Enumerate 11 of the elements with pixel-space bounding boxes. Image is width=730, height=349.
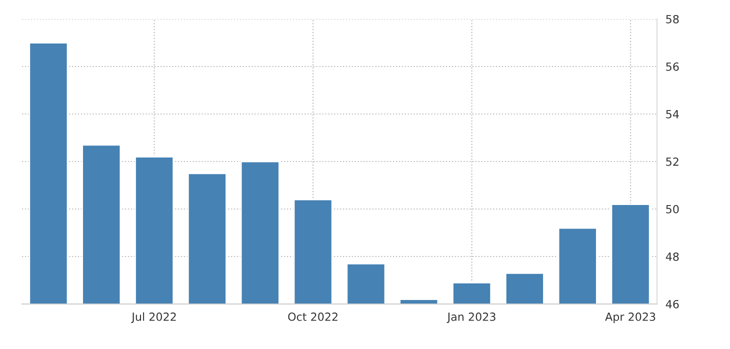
y-tick-label: 54 [666, 110, 679, 118]
x-tick-label: Oct 2022 [288, 312, 338, 321]
y-tick-label: 56 [666, 62, 679, 71]
y-tick-label: 48 [666, 252, 679, 261]
x-tick-label: Jan 2023 [446, 312, 496, 323]
y-tick-label: 52 [666, 157, 678, 166]
y-tick-label: 50 [666, 204, 679, 214]
x-tick-label: Jul 2022 [131, 312, 176, 323]
x-tick-label: Apr 2023 [605, 312, 656, 324]
y-tick-label: 46 [666, 300, 679, 308]
y-tick-label: 58 [666, 14, 679, 24]
